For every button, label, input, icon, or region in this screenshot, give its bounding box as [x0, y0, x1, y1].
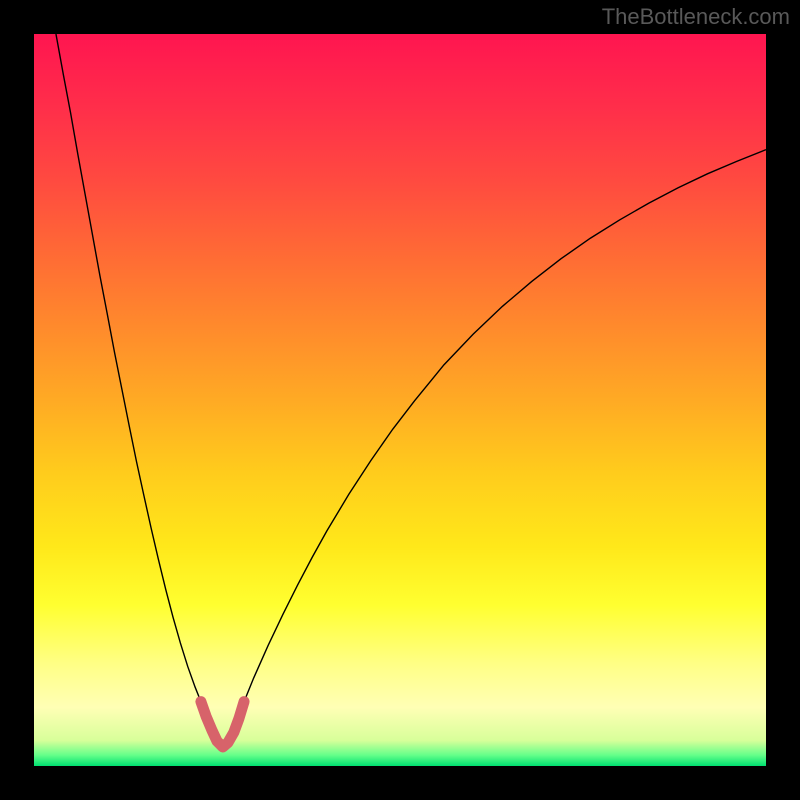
frame: TheBottleneck.com	[0, 0, 800, 800]
gradient-fill	[34, 34, 766, 766]
watermark-text: TheBottleneck.com	[602, 4, 790, 30]
chart-svg	[34, 34, 766, 766]
chart-container	[34, 34, 766, 766]
